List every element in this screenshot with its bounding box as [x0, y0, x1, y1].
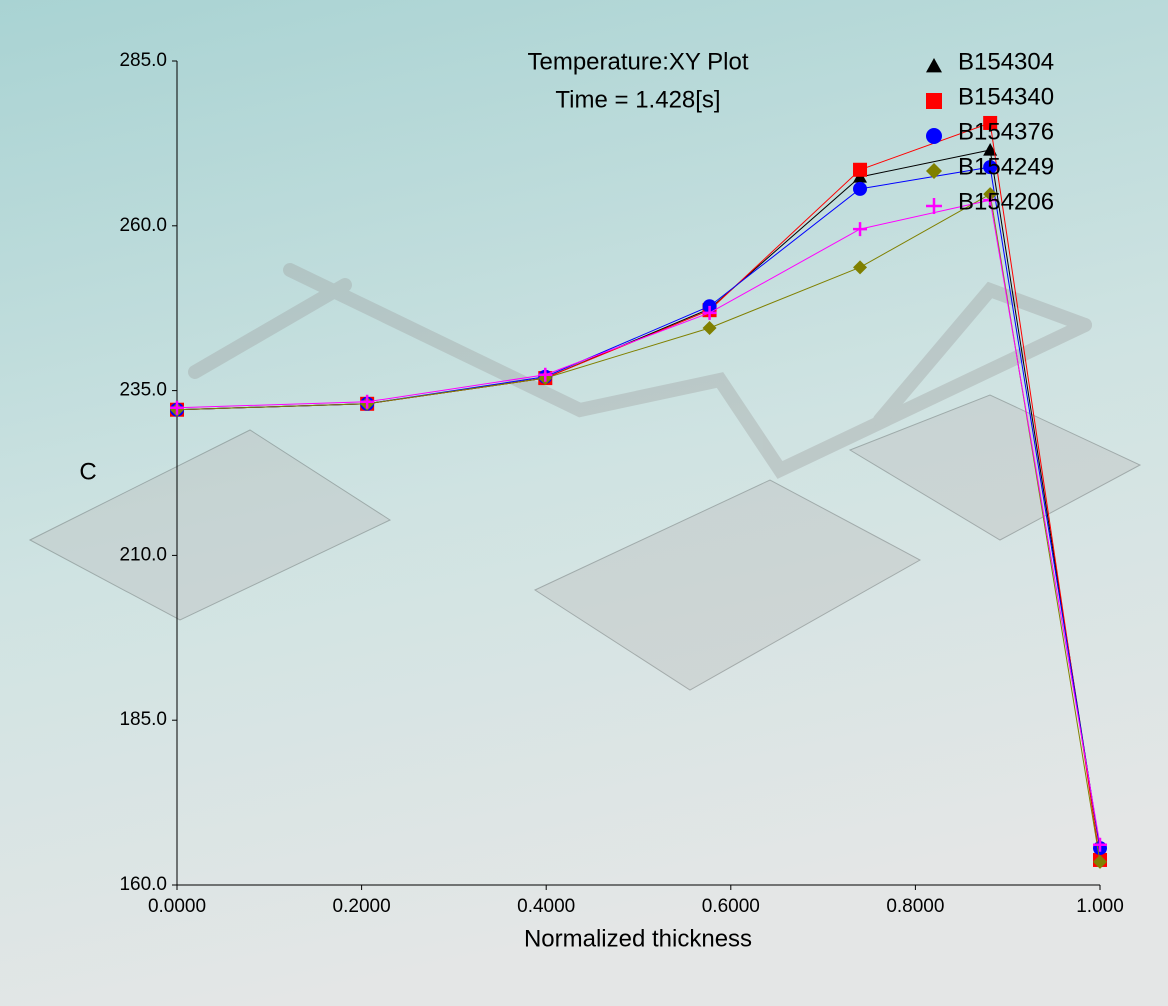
x-tick-label: 0.0000	[148, 896, 206, 917]
y-tick-label: 285.0	[119, 50, 167, 71]
marker-square	[926, 93, 942, 109]
legend-label: B154340	[958, 83, 1054, 110]
marker-circle	[926, 128, 942, 144]
chart-title: Temperature:XY Plot	[527, 48, 748, 75]
marker-circle	[983, 160, 998, 175]
chart-subtitle: Time = 1.428[s]	[555, 86, 720, 113]
legend-label: B154206	[958, 188, 1054, 215]
marker-plus	[170, 400, 184, 415]
y-tick-label: 210.0	[119, 544, 167, 565]
marker-plus	[1093, 837, 1107, 852]
marker-diamond	[1093, 854, 1107, 869]
x-tick-label: 0.6000	[702, 896, 760, 917]
marker-plus	[538, 367, 553, 382]
marker-plus	[360, 394, 375, 409]
x-tick-label: 1.000	[1076, 896, 1124, 917]
legend-label: B154304	[958, 48, 1054, 75]
marker-square	[983, 115, 998, 130]
y-tick-label: 235.0	[119, 380, 167, 401]
marker-triangle	[926, 58, 942, 73]
x-tick-label: 0.4000	[517, 896, 575, 917]
model-parts	[28, 394, 1142, 691]
x-tick-label: 0.2000	[333, 896, 391, 917]
marker-plus	[853, 222, 868, 237]
marker-plus	[926, 198, 942, 214]
marker-circle	[853, 181, 868, 196]
legend-label: B154249	[958, 153, 1054, 180]
marker-triangle	[983, 142, 998, 156]
y-tick-label: 260.0	[119, 215, 167, 236]
marker-diamond	[853, 260, 868, 275]
y-tick-label: 185.0	[119, 709, 167, 730]
x-tick-label: 0.8000	[886, 896, 944, 917]
y-tick-label: 160.0	[119, 874, 167, 895]
y-axis-label: C	[79, 458, 96, 485]
legend-label: B154376	[958, 118, 1054, 145]
marker-plus	[702, 305, 717, 320]
model-decor	[188, 263, 1092, 479]
x-axis-label: Normalized thickness	[524, 925, 752, 952]
marker-diamond	[702, 320, 717, 335]
marker-diamond	[926, 163, 942, 179]
marker-plus	[983, 193, 998, 208]
marker-square	[853, 162, 868, 177]
